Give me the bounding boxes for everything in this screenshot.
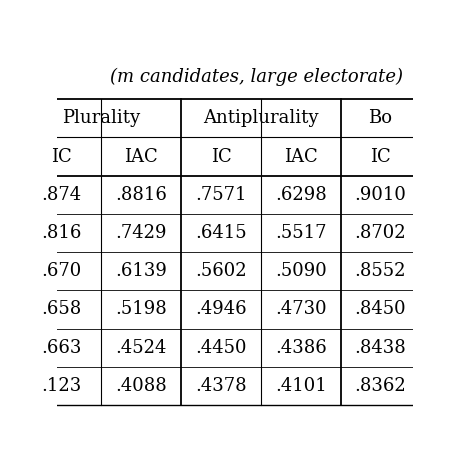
Text: .9010: .9010 [354, 186, 406, 204]
Text: .123: .123 [41, 377, 82, 395]
Text: .874: .874 [42, 186, 82, 204]
Text: .7571: .7571 [195, 186, 247, 204]
Text: .5602: .5602 [195, 262, 247, 280]
Text: .4450: .4450 [195, 339, 247, 357]
Text: IC: IC [370, 148, 391, 166]
Text: .8450: .8450 [354, 301, 406, 319]
Text: .8438: .8438 [354, 339, 406, 357]
Text: .4378: .4378 [195, 377, 247, 395]
Text: .4101: .4101 [275, 377, 326, 395]
Text: .6298: .6298 [275, 186, 326, 204]
Text: .5090: .5090 [275, 262, 326, 280]
Text: Antiplurality: Antiplurality [203, 109, 319, 127]
Text: .4386: .4386 [275, 339, 326, 357]
Text: IAC: IAC [284, 148, 318, 166]
Text: IC: IC [211, 148, 231, 166]
Text: .7429: .7429 [116, 224, 167, 242]
Text: .4088: .4088 [116, 377, 167, 395]
Text: (m candidates, large electorate): (m candidates, large electorate) [110, 67, 403, 86]
Text: IC: IC [51, 148, 72, 166]
Text: .6415: .6415 [195, 224, 247, 242]
Text: Bo: Bo [369, 109, 392, 127]
Text: .816: .816 [41, 224, 82, 242]
Text: .670: .670 [41, 262, 82, 280]
Text: .5198: .5198 [116, 301, 167, 319]
Text: .8552: .8552 [355, 262, 406, 280]
Text: .658: .658 [41, 301, 82, 319]
Text: .8702: .8702 [354, 224, 406, 242]
Text: .8362: .8362 [354, 377, 406, 395]
Text: .4946: .4946 [195, 301, 247, 319]
Text: .4524: .4524 [116, 339, 167, 357]
Text: IAC: IAC [124, 148, 158, 166]
Text: .8816: .8816 [115, 186, 167, 204]
Text: .663: .663 [41, 339, 82, 357]
Text: Plurality: Plurality [62, 109, 140, 127]
Text: .6139: .6139 [115, 262, 167, 280]
Text: .4730: .4730 [275, 301, 326, 319]
Text: .5517: .5517 [275, 224, 326, 242]
